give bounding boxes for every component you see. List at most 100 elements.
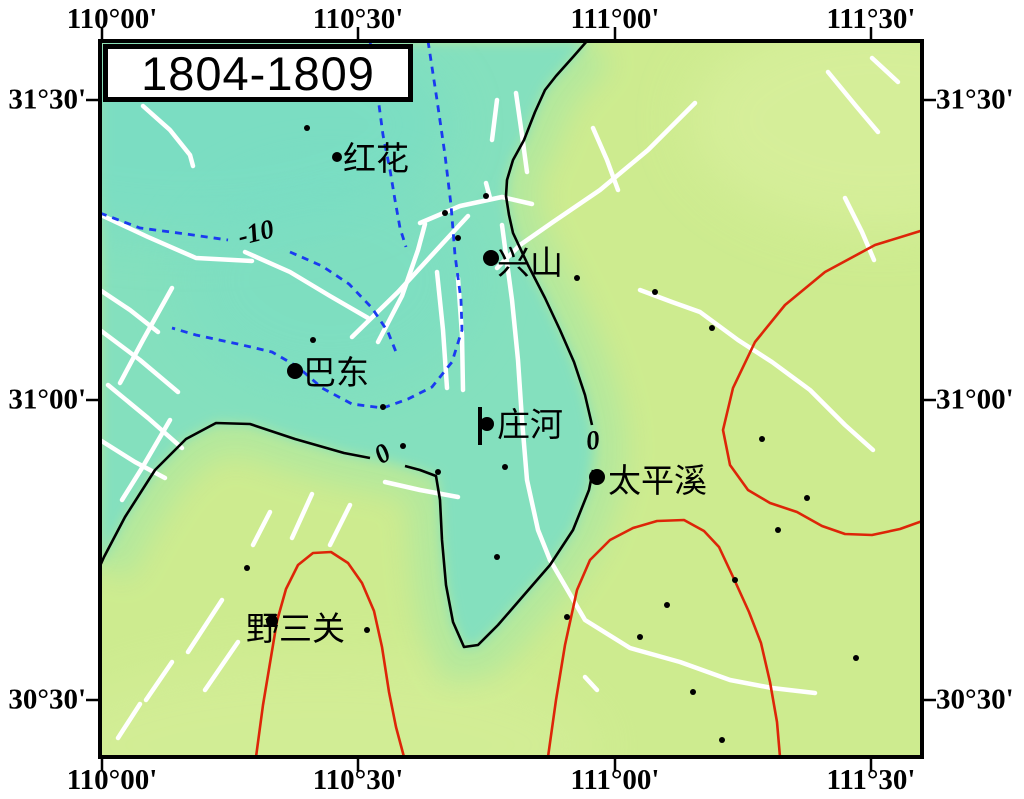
data-point-dot: [483, 193, 489, 199]
fault-line: [825, 69, 881, 135]
red-contour: [254, 550, 406, 757]
data-point-dot: [494, 554, 500, 560]
fault-line: [115, 701, 143, 741]
fault-line: [242, 249, 371, 321]
axis-tick-label-right-30-30: 30°30': [936, 683, 1014, 716]
fault-line: [100, 437, 168, 481]
anomaly-color-field: [100, 41, 922, 757]
zero-contour: [404, 464, 595, 649]
fault-line: [100, 327, 181, 395]
zero-contour: [100, 421, 371, 567]
axis-tick-label-bottom-110-30: 110°30': [312, 764, 404, 796]
fault-line: [327, 502, 353, 548]
data-point-dot: [709, 325, 715, 331]
axis-tick-label-top-111-30: 111°30': [826, 3, 916, 35]
data-point-dot: [380, 404, 386, 410]
data-point-dot: [310, 337, 316, 343]
fault-line: [185, 597, 225, 655]
axis-tick-label-top-110-00: 110°00': [66, 3, 158, 35]
axis-tick-label-right-31-30: 31°30': [936, 83, 1014, 116]
place-label: 太平溪: [608, 462, 707, 499]
fault-line: [289, 491, 315, 541]
place-dot: [332, 152, 342, 162]
axis-tick-label-top-111-00: 111°00': [570, 3, 660, 35]
zero-contour-group: [100, 41, 595, 649]
blue-dashed-contour: [171, 41, 464, 410]
data-point-dots: [244, 125, 859, 743]
data-point-dot: [804, 495, 810, 501]
fault-line: [143, 659, 175, 703]
zero-contour: [504, 41, 594, 426]
data-point-dot: [564, 614, 570, 620]
blue-dashed-contour: [100, 211, 229, 242]
fault-line: [513, 90, 530, 175]
data-point-dot: [719, 737, 725, 743]
fault-line: [140, 103, 196, 169]
data-point-dot: [435, 469, 441, 475]
fault-line: [202, 639, 241, 693]
fault-line: [582, 674, 600, 693]
data-point-dot: [574, 275, 580, 281]
data-point-dot: [502, 464, 508, 470]
fault-line: [455, 275, 466, 393]
place-dot: [266, 615, 278, 627]
place-dot: [480, 417, 494, 431]
fault-line: [483, 180, 493, 201]
fault-line: [105, 382, 185, 451]
data-point-dot: [364, 627, 370, 633]
fault-line: [117, 285, 175, 386]
axis-tick-label-bottom-110-00: 110°00': [66, 764, 158, 796]
data-point-dot: [759, 436, 765, 442]
fault-line: [590, 125, 621, 193]
data-point-dot: [853, 655, 859, 661]
data-point-dot: [664, 602, 670, 608]
fault-line: [434, 269, 450, 391]
data-point-dot: [400, 443, 406, 449]
place-label: 红花: [343, 140, 409, 177]
place-dot: [483, 250, 499, 266]
axis-tick-label-left-30-30: 30°30': [8, 683, 86, 716]
place-label: 庄河: [497, 406, 563, 443]
axis-tick-label-left-31-00: 31°00': [8, 383, 86, 416]
fault-line: [100, 213, 255, 264]
place-label: 兴山: [497, 244, 563, 281]
data-point-dot: [442, 210, 448, 216]
axis-tick-label-right-31-00: 31°00': [936, 383, 1014, 416]
positive-contours: [254, 229, 922, 757]
place-dot: [287, 363, 303, 379]
map-title-box: 1804-1809: [103, 44, 413, 102]
fault-line: [842, 195, 877, 263]
fault-line: [250, 509, 273, 548]
fault-line: [489, 97, 500, 143]
blue-dashed-contour: [289, 250, 398, 353]
fault-line: [375, 221, 428, 345]
fault-line: [494, 100, 698, 271]
map-frame: [86, 27, 936, 771]
fault-line: [382, 479, 461, 500]
axis-tick-label-bottom-111-30: 111°30': [826, 764, 916, 796]
negative-contours: [100, 41, 464, 410]
fault-line: [100, 287, 161, 335]
data-point-dot: [690, 689, 696, 695]
blue-dashed-contour: [368, 41, 408, 248]
data-point-dot: [652, 289, 658, 295]
fault-lines: [100, 55, 901, 741]
data-point-dot: [244, 565, 250, 571]
axis-tick-label-left-31-30: 31°30': [8, 83, 86, 116]
axis-tick-label-bottom-111-00: 111°00': [570, 764, 660, 796]
fault-line: [499, 222, 553, 563]
map-title-period: 1804-1809: [141, 46, 375, 100]
data-point-dot: [637, 634, 643, 640]
place-label: 巴东: [303, 354, 369, 391]
data-point-dot: [732, 577, 738, 583]
data-point-dot: [775, 527, 781, 533]
map-area: -100 0: [100, 41, 922, 757]
data-point-dot: [304, 125, 310, 131]
axis-tick-label-top-110-30: 110°30': [312, 3, 404, 35]
fault-line: [417, 194, 535, 226]
contour-label: 0: [584, 424, 602, 456]
place-label: 野三关: [246, 610, 345, 647]
place-markers: [266, 152, 605, 627]
